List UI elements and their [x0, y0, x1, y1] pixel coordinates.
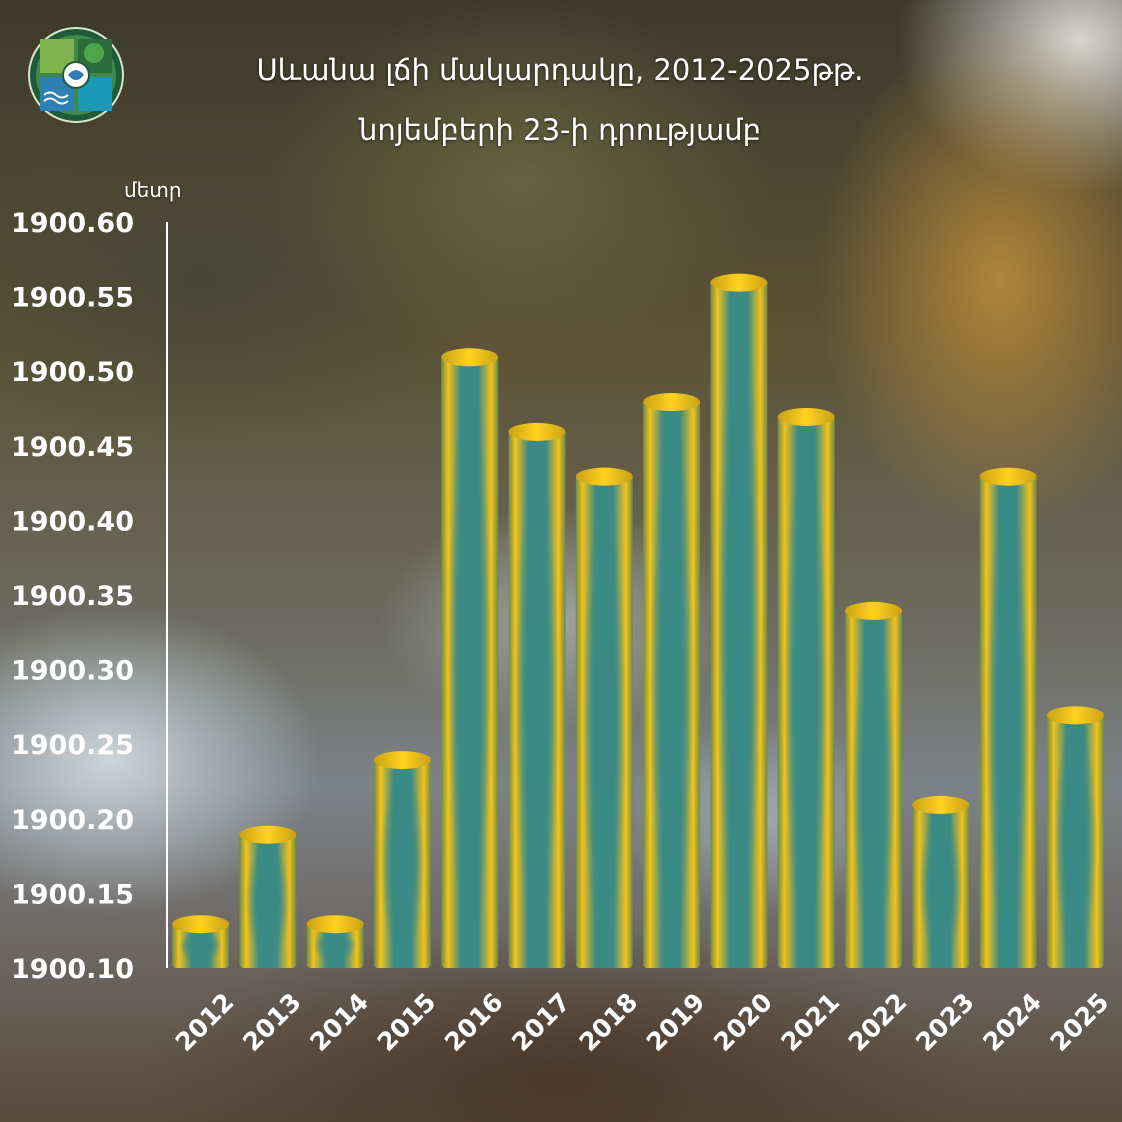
bar-2021 [777, 407, 835, 969]
x-tick-label: 2013 [237, 987, 307, 1057]
x-tick-label: 2017 [506, 987, 576, 1057]
bar-2015 [373, 751, 431, 968]
bar-2018 [575, 467, 633, 968]
chart-title-line2: նոյեմբերի 23-ի դրությամբ [359, 113, 761, 147]
y-tick-label: 1900.10 [11, 954, 134, 985]
x-tick-label: 2018 [574, 987, 644, 1057]
x-axis-ticks: 2012201320142015201620172018201920202021… [170, 987, 1115, 1057]
y-tick-label: 1900.55 [11, 283, 134, 314]
x-tick-label: 2016 [439, 987, 509, 1057]
y-tick-label: 1900.15 [11, 879, 134, 910]
x-tick-label: 2014 [304, 987, 374, 1057]
bar-2024 [979, 467, 1037, 968]
bars [172, 273, 1104, 969]
x-tick-label: 2022 [843, 987, 913, 1057]
x-tick-label: 2020 [708, 987, 778, 1057]
x-tick-label: 2015 [372, 987, 442, 1057]
y-tick-label: 1900.40 [11, 506, 134, 537]
chart-title-line1: Սևանա լճի մակարդակը, 2012-2025թթ. [256, 53, 864, 87]
y-tick-label: 1900.25 [11, 730, 134, 761]
y-tick-label: 1900.50 [11, 357, 134, 388]
bar-2019 [643, 393, 701, 968]
bar-2022 [845, 601, 902, 968]
bar-2012 [172, 915, 229, 968]
environment-ministry-logo-icon [28, 27, 124, 123]
y-tick-label: 1900.30 [11, 656, 134, 687]
bar-2023 [912, 795, 970, 968]
bar-2017 [508, 422, 566, 968]
bar-2014 [306, 915, 364, 968]
y-tick-label: 1900.60 [11, 208, 134, 239]
x-tick-label: 2025 [1045, 987, 1115, 1057]
x-tick-label: 2023 [910, 987, 980, 1057]
x-tick-label: 2012 [170, 987, 240, 1057]
y-tick-label: 1900.45 [11, 432, 134, 463]
y-axis-unit-label: մետր [124, 178, 182, 202]
y-tick-label: 1900.20 [11, 805, 134, 836]
x-tick-label: 2024 [977, 987, 1047, 1057]
bar-2020 [710, 273, 768, 968]
x-tick-label: 2019 [641, 987, 711, 1057]
y-tick-label: 1900.35 [11, 581, 134, 612]
bar-2016 [441, 348, 499, 968]
y-axis-ticks: 1900.10 1900.15 1900.20 1900.25 1900.30 1900.… [11, 208, 134, 985]
bar-2025 [1046, 706, 1104, 968]
x-tick-label: 2021 [775, 987, 845, 1057]
bar-2013 [239, 825, 297, 968]
